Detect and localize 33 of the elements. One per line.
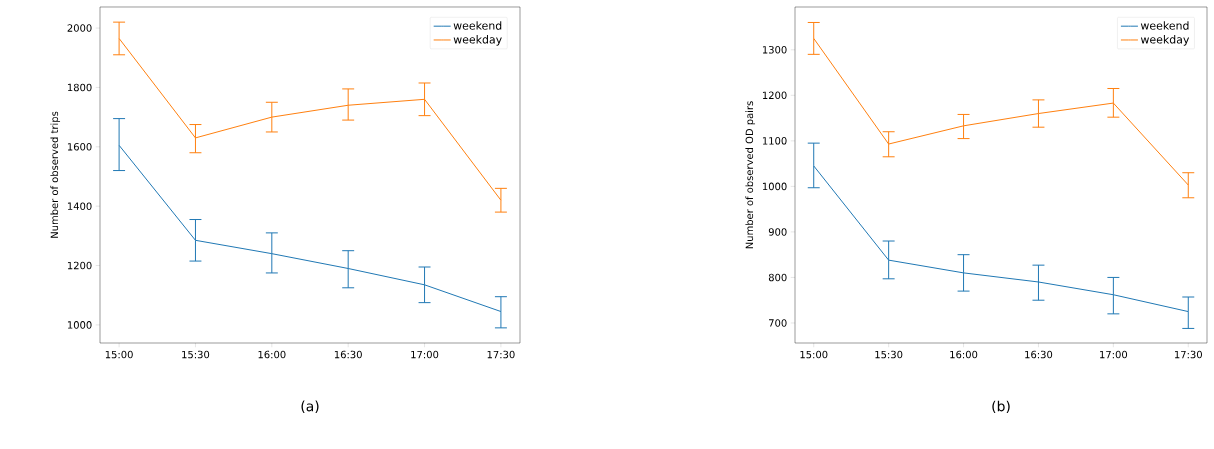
x-tick-label: 15:30 bbox=[182, 350, 210, 359]
x-tick-label: 17:30 bbox=[1175, 350, 1202, 359]
y-tick-label: 700 bbox=[769, 319, 787, 327]
y-tick-label: 1400 bbox=[67, 202, 92, 210]
x-tick-label: 16:30 bbox=[334, 350, 362, 359]
y-tick-label: 800 bbox=[768, 273, 787, 282]
text: (b) bbox=[992, 400, 1010, 414]
y-tick-label: 1300 bbox=[762, 46, 787, 54]
x-tick-label: 16:00 bbox=[258, 350, 286, 359]
legend-label: weekday bbox=[453, 35, 502, 46]
y-tick-label: 2000 bbox=[67, 24, 92, 32]
y-tick-label: 1600 bbox=[67, 143, 92, 151]
x-tick-label: 15:00 bbox=[105, 350, 133, 359]
y-tick-label: 1800 bbox=[67, 83, 92, 92]
y-tick-label: 1000 bbox=[762, 182, 787, 191]
y-axis-title: Number of observed trips bbox=[50, 111, 61, 238]
x-tick-label: 17:30 bbox=[487, 350, 515, 359]
legend-label: weekend bbox=[1140, 21, 1189, 30]
y-tick-label: 1000 bbox=[67, 321, 92, 329]
y-tick-label: 900 bbox=[768, 228, 787, 236]
y-tick-label: 1200 bbox=[67, 261, 92, 270]
legend-label: weekend bbox=[453, 21, 502, 30]
x-tick-label: 15:30 bbox=[875, 350, 903, 359]
x-tick-label: 17:00 bbox=[411, 350, 439, 359]
y-tick-label: 1100 bbox=[762, 137, 787, 145]
x-tick-label: 17:00 bbox=[1100, 350, 1128, 359]
x-tick-label: 16:00 bbox=[950, 350, 978, 359]
y-tick-label: 1200 bbox=[762, 91, 787, 100]
x-tick-label: 16:30 bbox=[1025, 350, 1053, 359]
legend-label: weekday bbox=[1140, 35, 1190, 46]
text: (a) bbox=[301, 400, 319, 414]
x-tick-label: 15:00 bbox=[800, 350, 828, 359]
y-axis-title: Number of observed OD pairs bbox=[745, 101, 756, 249]
